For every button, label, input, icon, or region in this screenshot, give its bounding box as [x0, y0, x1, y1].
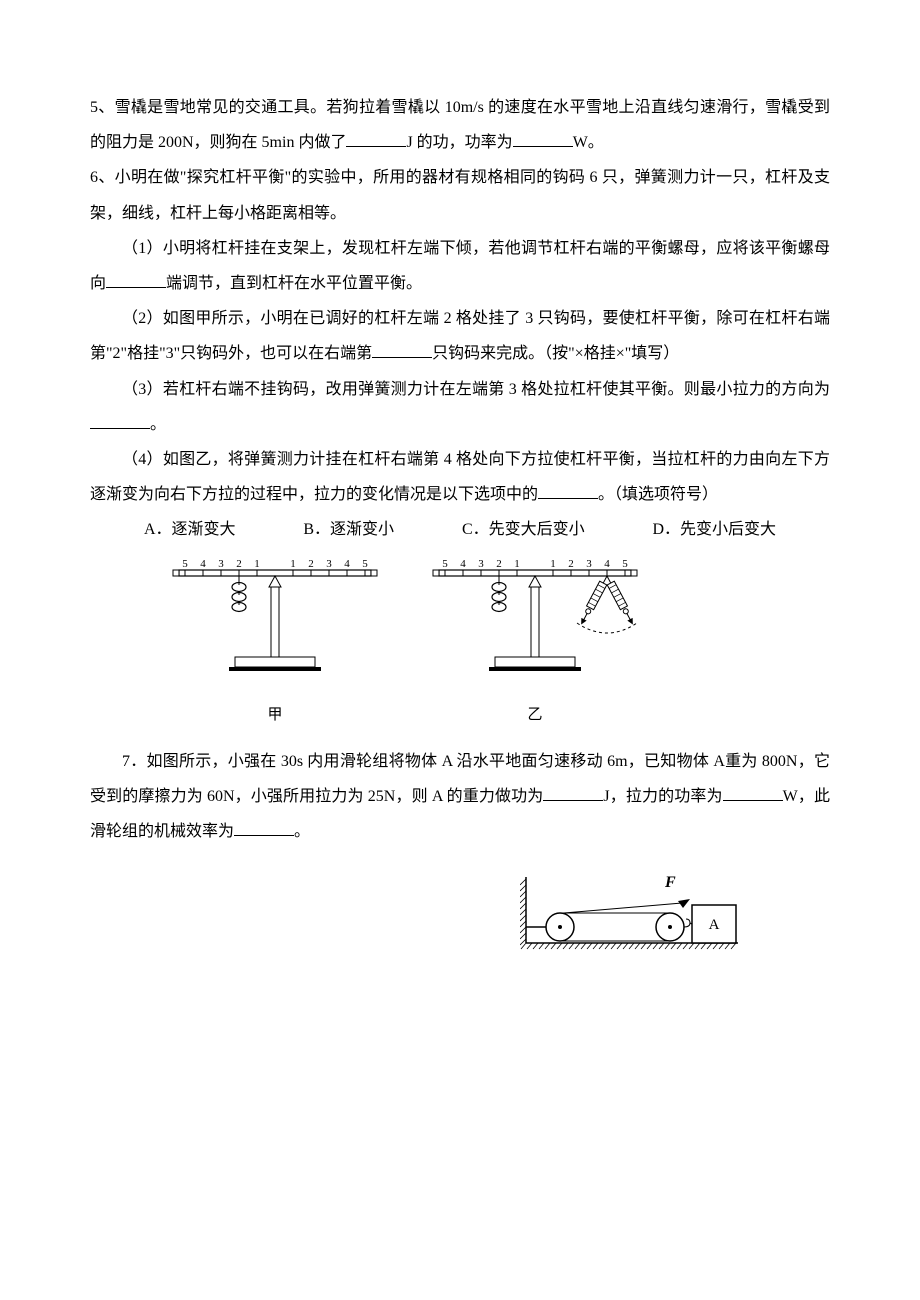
svg-text:1: 1 [290, 558, 296, 570]
svg-text:1: 1 [254, 558, 260, 570]
svg-text:4: 4 [344, 558, 350, 570]
q6-optA: A．逐渐变大 [144, 512, 236, 547]
q7-text: 7．如图所示，小强在 30s 内用滑轮组将物体 A 沿水平地面匀速移动 6m，已… [90, 744, 830, 850]
svg-text:5: 5 [622, 558, 628, 570]
svg-text:1: 1 [550, 558, 556, 570]
svg-text:4: 4 [460, 558, 466, 570]
q6-p4: （4）如图乙，将弹簧测力计挂在杠杆右端第 4 格处向下方拉使杠杆平衡，当拉杠杆的… [90, 442, 830, 512]
lever-yi-wrap: 1122334455 乙 [420, 553, 650, 731]
q7-u3: 。 [294, 823, 310, 840]
svg-text:2: 2 [568, 558, 574, 570]
svg-text:3: 3 [326, 558, 332, 570]
q5-blank2 [513, 130, 573, 147]
svg-text:4: 4 [604, 558, 610, 570]
q6-p3-blank [90, 412, 150, 429]
q7-figure: AF [90, 869, 830, 959]
q6-p4-blank [538, 482, 598, 499]
q6-p1: （1）小明将杠杆挂在支架上，发现杠杆左端下倾，若他调节杠杆右端的平衡螺母，应将该… [90, 231, 830, 301]
svg-text:3: 3 [218, 558, 224, 570]
svg-text:F: F [664, 874, 676, 891]
q6-p2-blank [372, 341, 432, 358]
label-jia: 甲 [160, 699, 390, 732]
q6-optB: B．逐渐变小 [303, 512, 394, 547]
svg-text:5: 5 [442, 558, 448, 570]
q6-p3a: （3）若杠杆右端不挂钩码，改用弹簧测力计在左端第 3 格处拉杠杆使其平衡。则最小… [122, 381, 830, 398]
q5-blank1 [346, 130, 406, 147]
q6-p2b: 只钩码来完成。（按"×格挂×"填写） [432, 345, 679, 362]
lever-jia-wrap: 1122334455 甲 [160, 553, 390, 731]
svg-text:3: 3 [586, 558, 592, 570]
q6-p1-blank [106, 271, 166, 288]
q6-diagrams: 1122334455 甲 1122334455 乙 [160, 553, 830, 731]
q5-text: 5、雪橇是雪地常见的交通工具。若狗拉着雪橇以 10m/s 的速度在水平雪地上沿直… [90, 90, 830, 160]
svg-text:2: 2 [496, 558, 502, 570]
svg-text:5: 5 [362, 558, 368, 570]
q6-p1b: 端调节，直到杠杆在水平位置平衡。 [166, 275, 422, 292]
svg-text:4: 4 [200, 558, 206, 570]
q5-unit2: W。 [573, 134, 604, 151]
q6-p3b: 。 [150, 416, 166, 433]
q5-unit1: J 的功，功率为 [406, 134, 512, 151]
q6-options: A．逐渐变大 B．逐渐变小 C．先变大后变小 D．先变小后变大 [90, 512, 830, 547]
svg-text:3: 3 [478, 558, 484, 570]
label-yi: 乙 [420, 699, 650, 732]
q6-p2: （2）如图甲所示，小明在已调好的杠杆左端 2 格处挂了 3 只钩码，要使杠杆平衡… [90, 301, 830, 371]
svg-text:A: A [709, 917, 720, 933]
pulley-diagram-icon: AF [520, 869, 740, 959]
q6-optD: D．先变小后变大 [653, 512, 777, 547]
lever-jia-icon: 1122334455 [160, 553, 390, 683]
svg-text:2: 2 [308, 558, 314, 570]
q6-p4b: 。（填选项符号） [598, 486, 718, 503]
q6-intro: 6、小明在做"探究杠杆平衡"的实验中，所用的器材有规格相同的钩码 6 只，弹簧测… [90, 160, 830, 230]
q7-u1: J，拉力的功率为 [603, 788, 722, 805]
q6-p4a: （4）如图乙，将弹簧测力计挂在杠杆右端第 4 格处向下方拉使杠杆平衡，当拉杠杆的… [90, 451, 830, 503]
q7-blank1 [543, 784, 603, 801]
q7-blank2 [723, 784, 783, 801]
q7-blank3 [234, 819, 294, 836]
lever-yi-icon: 1122334455 [420, 553, 650, 683]
svg-text:2: 2 [236, 558, 242, 570]
q6-p3: （3）若杠杆右端不挂钩码，改用弹簧测力计在左端第 3 格处拉杠杆使其平衡。则最小… [90, 372, 830, 442]
svg-text:1: 1 [514, 558, 520, 570]
svg-text:5: 5 [182, 558, 188, 570]
q6-optC: C．先变大后变小 [462, 512, 585, 547]
